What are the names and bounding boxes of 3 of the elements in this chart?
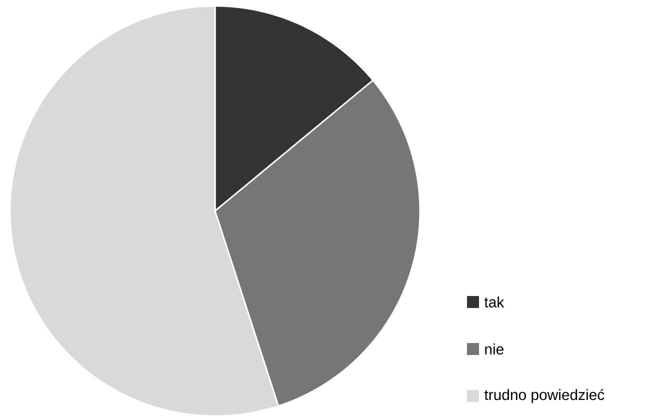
- legend-label: tak: [484, 296, 504, 308]
- legend-label: trudno powiedzieć: [484, 388, 604, 404]
- legend-label: nie: [485, 344, 504, 354]
